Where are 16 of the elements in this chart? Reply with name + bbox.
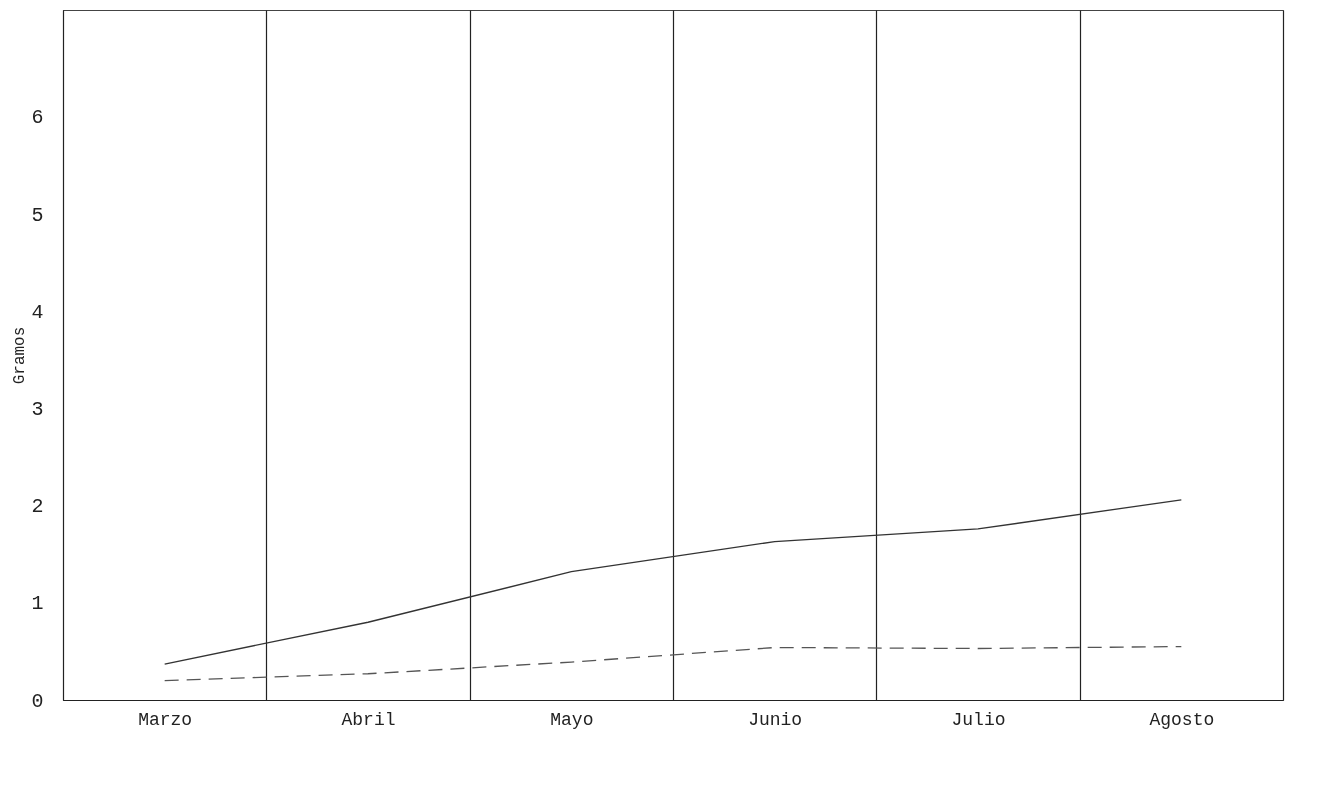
y-axis-title: Gramos [11,326,30,385]
line-series [164,499,1182,665]
x-tick-label: Julio [951,709,1006,730]
x-tick-label: Abril [341,709,396,730]
y-tick-label: 5 [31,203,44,227]
y-tick-label: 1 [31,592,44,616]
line-series [164,645,1182,682]
x-tick-label: Agosto [1149,709,1215,730]
x-tick-label: Junio [748,709,803,730]
y-tick-label: 4 [31,300,44,324]
x-tick-label: Mayo [550,709,594,730]
y-tick-label: 0 [31,689,44,713]
y-tick-label: 6 [31,106,44,130]
x-tick-label: Marzo [138,709,193,730]
y-tick-label: 3 [31,397,44,421]
y-tick-label: 2 [31,495,44,519]
